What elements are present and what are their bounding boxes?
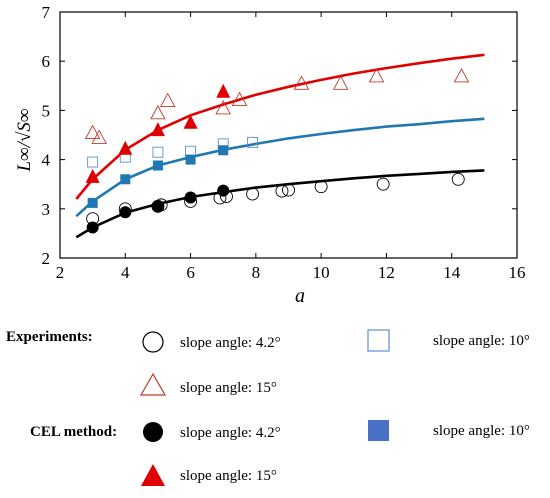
point-square-open: [152, 146, 164, 158]
point-triangle-open: [453, 68, 470, 83]
legend-marker-exp-10: [367, 329, 390, 352]
x-tick-label: 6: [186, 263, 195, 282]
point-triangle-open: [332, 75, 349, 90]
fit-curve-2: [75, 53, 485, 200]
point-square-open: [247, 136, 259, 148]
point-triangle-open: [293, 75, 310, 90]
y-tick-label: 7: [42, 3, 51, 22]
point-triangle-open: [231, 91, 248, 107]
y-tick-label: 2: [42, 249, 51, 268]
x-tick-label: 8: [252, 263, 261, 282]
point-square-open: [87, 156, 99, 168]
x-tick-label: 16: [509, 263, 526, 282]
legend: Experiments: slope angle: 4.2° slope ang…: [6, 329, 530, 486]
point-circle-open: [275, 184, 289, 198]
point-square-filled: [152, 160, 163, 171]
y-tick-label: 3: [42, 200, 51, 219]
data-markers: [84, 68, 470, 234]
axis-ticks: 2 4 6 8 10 12 14 16 2 3 4 5 6 7: [42, 3, 526, 282]
svg-text:L∞/√S∞: L∞/√S∞: [14, 109, 35, 173]
point-square-filled: [185, 154, 196, 165]
point-circle-open: [376, 177, 390, 191]
point-triangle-open: [91, 129, 107, 144]
legend-label-cel-15: slope angle: 15°: [180, 468, 277, 484]
legend-marker-cel-10: [368, 420, 389, 441]
legend-marker-cel-15: [141, 464, 165, 486]
point-square-filled: [218, 145, 229, 156]
point-triangle-filled: [150, 122, 165, 137]
point-triangle-open: [159, 92, 176, 108]
point-circle-filled: [217, 184, 230, 197]
legend-marker-exp-15: [139, 372, 167, 396]
point-triangle-open: [150, 104, 166, 120]
x-tick-label: 2: [56, 263, 65, 282]
x-axis-label: a: [295, 285, 305, 307]
legend-label-exp-10: slope angle: 10°: [433, 333, 530, 349]
plot-frame: [59, 11, 518, 259]
point-square-filled: [87, 197, 98, 208]
point-circle-filled: [86, 221, 99, 234]
legend-label-cel-10: slope angle: 10°: [433, 423, 530, 439]
point-triangle-filled: [216, 83, 231, 98]
point-triangle-filled: [183, 114, 198, 129]
x-tick-label: 10: [313, 263, 330, 282]
point-circle-open: [246, 187, 260, 201]
fit-curve-1: [75, 117, 485, 218]
point-circle-filled: [151, 200, 164, 213]
fit-curves: [75, 53, 485, 239]
x-tick-label: 14: [443, 263, 461, 282]
legend-title-experiments: Experiments:: [6, 329, 93, 345]
point-circle-filled: [119, 206, 132, 219]
point-circle-open: [314, 180, 328, 194]
y-axis-label: L∞/√S∞: [14, 109, 35, 173]
point-circle-open: [451, 172, 465, 186]
legend-label-cel-42: slope angle: 4.2°: [180, 425, 281, 441]
point-circle-filled: [184, 191, 197, 204]
y-tick-label: 4: [42, 151, 51, 170]
legend-label-exp-15: slope angle: 15°: [180, 380, 277, 396]
y-tick-label: 5: [42, 101, 51, 120]
point-circle-open: [282, 183, 295, 197]
fit-curve-0: [75, 169, 485, 239]
x-tick-label: 4: [121, 263, 130, 282]
x-tick-label: 12: [378, 263, 395, 282]
point-triangle-open: [84, 124, 101, 139]
legend-label-exp-42: slope angle: 4.2°: [180, 335, 281, 351]
legend-marker-exp-42: [142, 331, 164, 353]
y-tick-label: 6: [42, 52, 51, 71]
point-square-filled: [120, 174, 131, 185]
legend-marker-cel-42: [143, 422, 163, 442]
point-triangle-filled: [85, 168, 100, 183]
point-triangle-open: [368, 68, 385, 83]
point-triangle-open: [215, 99, 231, 115]
point-triangle-filled: [118, 140, 133, 155]
legend-title-cel: CEL method:: [30, 424, 117, 440]
